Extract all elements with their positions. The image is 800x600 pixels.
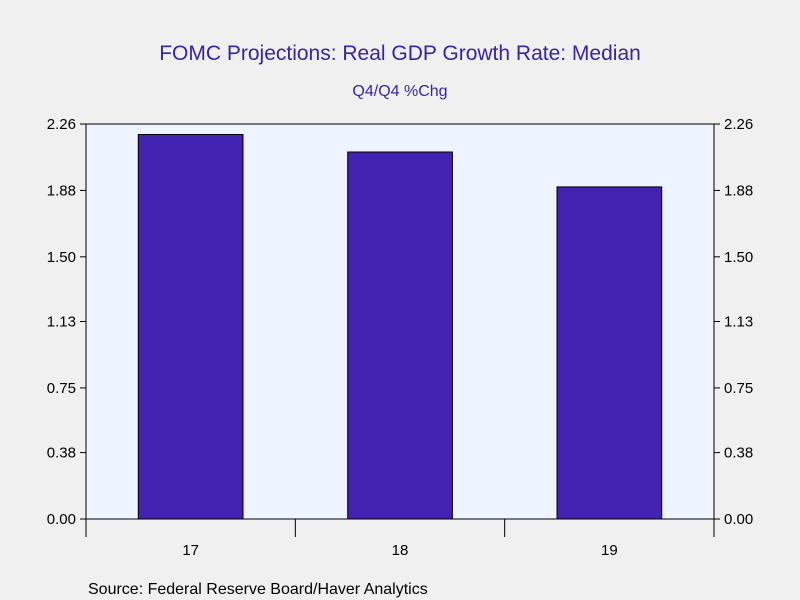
y-tick-label-right: 1.13: [724, 314, 753, 331]
source-note: Source: Federal Reserve Board/Haver Anal…: [88, 581, 428, 598]
y-tick-label-left: 0.75: [47, 380, 76, 397]
axes-layer: 0.00 0.00 0.38 0.38 0.75 0.75 1.13 1.13 1.50 1.50…: [47, 116, 753, 559]
x-tick-label-18: 18: [392, 542, 409, 559]
y-tick-label-right: 0.00: [724, 511, 753, 528]
y-tick-label-right: 2.26: [724, 116, 753, 133]
y-tick-label-left: 1.13: [47, 314, 76, 331]
chart-subtitle: Q4/Q4 %Chg: [352, 83, 447, 100]
x-tick-label-19: 19: [601, 542, 618, 559]
y-tick-label-left: 0.00: [47, 511, 76, 528]
chart-title: FOMC Projections: Real GDP Growth Rate: …: [159, 42, 641, 65]
y-tick-label-right: 1.88: [724, 182, 753, 199]
bar-19: [556, 186, 663, 520]
y-tick-label-right: 0.38: [724, 445, 753, 462]
y-tick-label-left: 0.38: [47, 445, 76, 462]
bars-layer: [137, 134, 663, 520]
y-tick-label-right: 0.75: [724, 380, 753, 397]
x-tick-label-17: 17: [182, 542, 199, 559]
y-tick-label-left: 1.88: [47, 182, 76, 199]
bar-17: [137, 134, 244, 520]
bar-18: [347, 151, 453, 520]
y-tick-label-left: 1.50: [47, 249, 76, 266]
y-tick-label-left: 2.26: [47, 116, 76, 133]
y-tick-label-right: 1.50: [724, 249, 753, 266]
